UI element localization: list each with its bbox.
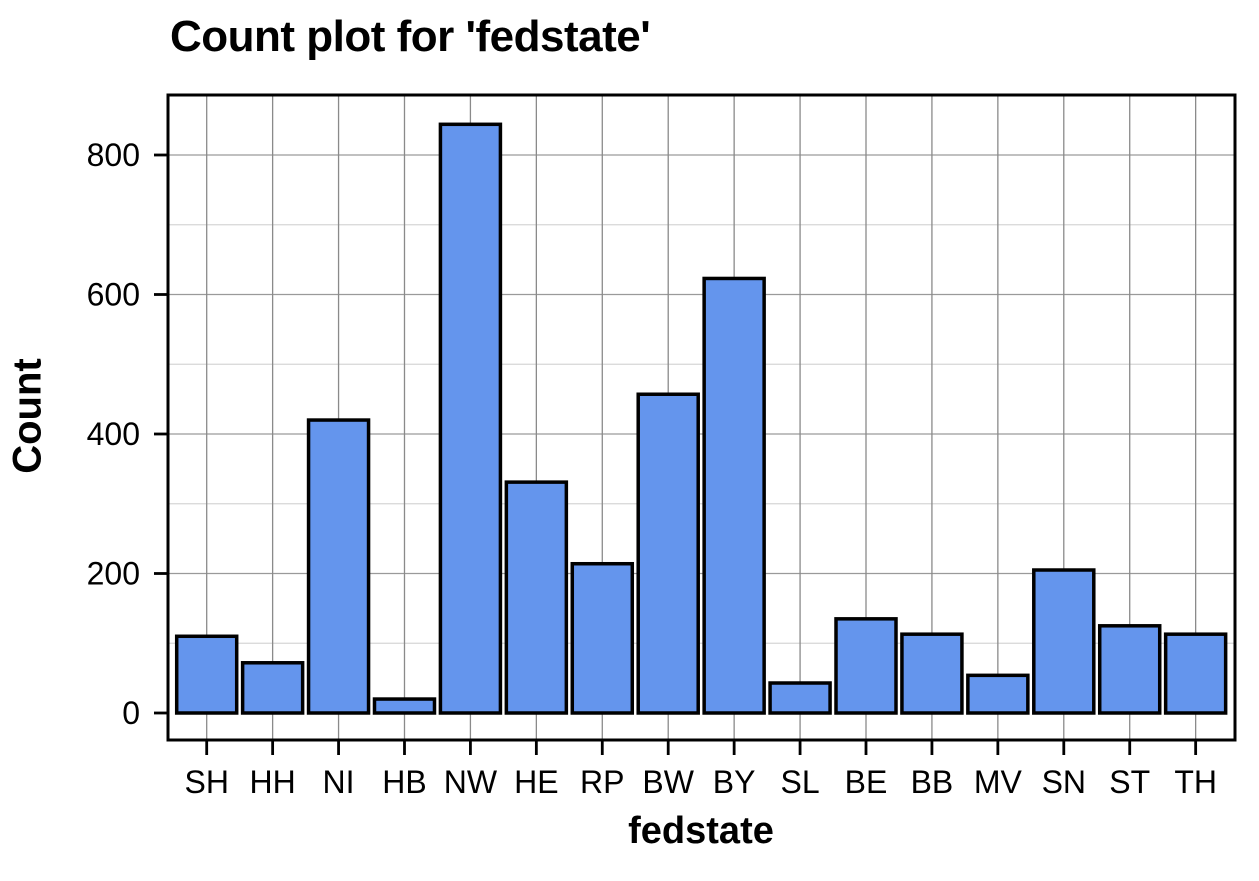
y-tick-label-800: 800 bbox=[87, 137, 140, 173]
x-tick-label-BB: BB bbox=[911, 764, 954, 800]
x-tick-label-NW: NW bbox=[444, 764, 498, 800]
panel-border bbox=[166, 93, 1237, 742]
x-tick-label-SL: SL bbox=[780, 764, 819, 800]
x-tick-label-HB: HB bbox=[382, 764, 426, 800]
bar-BW bbox=[636, 392, 700, 715]
bar-ST bbox=[1097, 624, 1162, 715]
x-tick-label-HE: HE bbox=[514, 764, 558, 800]
x-tick-label-BY: BY bbox=[713, 764, 756, 800]
bar-BE bbox=[834, 617, 898, 715]
bar-SN bbox=[1032, 568, 1096, 715]
y-tick-label-400: 400 bbox=[87, 416, 140, 452]
bar-RP bbox=[570, 561, 635, 715]
y-tick-label-600: 600 bbox=[87, 277, 140, 313]
x-tick-label-NI: NI bbox=[323, 764, 355, 800]
bar-NI bbox=[306, 418, 371, 715]
x-tick-label-RP: RP bbox=[580, 764, 624, 800]
bar-HE bbox=[504, 480, 569, 715]
bar-MV bbox=[966, 673, 1030, 715]
x-tick-label-SN: SN bbox=[1042, 764, 1086, 800]
bar-BB bbox=[900, 632, 964, 715]
x-tick-label-ST: ST bbox=[1109, 764, 1150, 800]
x-tick-label-TH: TH bbox=[1174, 764, 1217, 800]
x-tick-label-SH: SH bbox=[184, 764, 228, 800]
bar-HH bbox=[240, 661, 305, 715]
bar-SH bbox=[174, 634, 239, 715]
bar-BY bbox=[702, 276, 766, 715]
bar-HB bbox=[372, 697, 437, 715]
y-tick-label-200: 200 bbox=[87, 556, 140, 592]
y-tick-label-0: 0 bbox=[122, 695, 140, 731]
chart-title: Count plot for 'fedstate' bbox=[170, 12, 651, 61]
bar-NW bbox=[438, 122, 503, 715]
x-tick-label-BE: BE bbox=[845, 764, 888, 800]
x-tick-label-BW: BW bbox=[642, 764, 694, 800]
bar-SL bbox=[768, 681, 832, 715]
x-tick-label-HH: HH bbox=[250, 764, 296, 800]
x-axis-label: fedstate bbox=[628, 810, 774, 852]
x-tick-label-MV: MV bbox=[974, 764, 1023, 800]
bar-TH bbox=[1163, 632, 1228, 715]
